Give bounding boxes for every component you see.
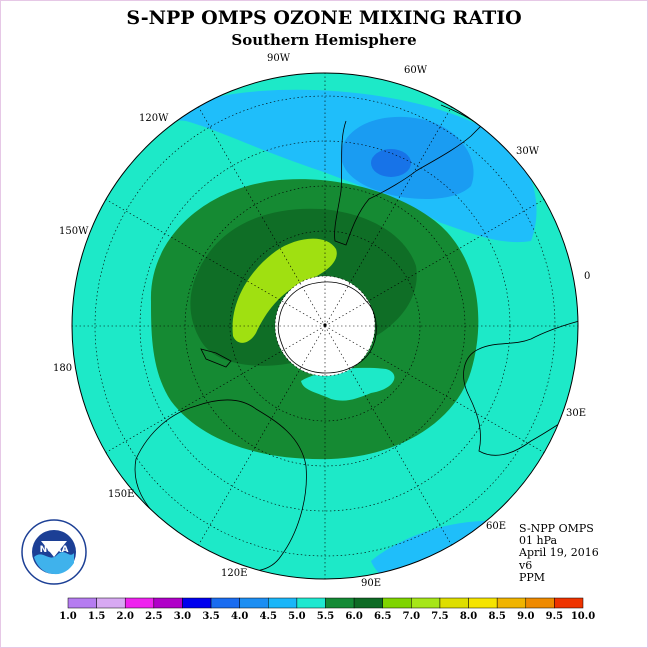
info-version: v6	[519, 558, 533, 572]
lon-label: 30E	[566, 408, 586, 419]
lon-label: 90W	[267, 53, 291, 64]
south-america-coast	[334, 104, 482, 246]
lon-label: 150E	[108, 489, 134, 500]
globe-outline	[71, 72, 579, 580]
color-scale-box	[124, 597, 155, 609]
color-scale-box	[325, 597, 355, 609]
info-units: PPM	[519, 570, 546, 584]
color-scale-tick-label: 1.0	[59, 611, 76, 622]
africa-coast	[463, 320, 578, 456]
color-scale-box	[554, 597, 584, 609]
lon-label: 120E	[221, 568, 247, 579]
color-scale-box	[353, 597, 383, 609]
field-6-0-to-6-5	[232, 238, 337, 343]
color-scale-box	[382, 597, 412, 609]
info-block: S-NPP OMPS 01 hPa April 19, 2016 v6 PPM	[519, 522, 599, 584]
antarctica-coast	[277, 281, 377, 374]
color-scale-box	[439, 597, 469, 609]
color-scale-box	[268, 597, 298, 609]
color-scale-tick-label: 6.5	[374, 611, 391, 622]
lon-label: 0	[584, 271, 590, 282]
color-scale-tick-label: 1.5	[88, 611, 105, 622]
color-scale-tick-label: 2.0	[117, 611, 134, 622]
field-notch	[301, 367, 395, 401]
color-scale-tick-label: 8.0	[460, 611, 477, 622]
lon-label: 120W	[139, 113, 169, 124]
color-scale-tick-label: 3.5	[202, 611, 219, 622]
info-instrument: S-NPP OMPS	[519, 522, 594, 535]
color-scale-tick-label: 2.5	[145, 611, 162, 622]
color-scale-tick-label: 4.0	[231, 611, 248, 622]
lon-label: 180	[53, 363, 72, 374]
color-scale-tick-label: 6.0	[345, 611, 362, 622]
color-scale-box	[525, 597, 555, 609]
color-scale-tick-label: 9.0	[517, 611, 534, 622]
color-scale-box	[496, 597, 527, 609]
lon-label: 90E	[361, 578, 381, 589]
color-scale-tick-label: 4.5	[260, 611, 277, 622]
color-scale-box	[210, 597, 240, 609]
color-scale-tick-label: 7.0	[403, 611, 420, 622]
color-scale-ticks: 1.0 1.5 2.0 2.5 3.0 3.5 4.0 4.5 5.0 5.5 6.0 6.5 7.0 7…	[59, 611, 595, 622]
color-scale-boxes	[67, 597, 584, 609]
color-scale-box	[296, 597, 326, 609]
color-scale-box	[153, 597, 183, 609]
info-date: April 19, 2016	[519, 546, 599, 560]
noaa-logo-text: NOAA	[40, 545, 69, 555]
color-scale-box	[182, 597, 212, 609]
longitude-labels: 90W 60W 30W 0 30E 60E 90E 120E 150E 180 …	[53, 53, 590, 589]
new-zealand-coast	[200, 348, 232, 368]
color-scale-box	[468, 597, 498, 609]
info-level: 01 hPa	[519, 534, 558, 548]
noaa-logo-icon: NOAA	[21, 519, 87, 585]
color-scale-box	[96, 597, 126, 609]
figure-title: S-NPP OMPS OZONE MIXING RATIO	[126, 7, 522, 29]
south-pole-marker	[323, 323, 327, 327]
color-scale-tick-label: 9.5	[546, 611, 563, 622]
field-3-0-to-3-5	[371, 149, 411, 177]
color-scale-tick-label: 3.0	[174, 611, 191, 622]
lon-label: 30W	[516, 146, 540, 157]
graticule	[72, 73, 578, 579]
color-scale-box	[239, 597, 269, 609]
color-scale-box	[411, 597, 441, 609]
color-scale-box	[67, 597, 97, 609]
lon-label: 150W	[59, 226, 89, 237]
color-scale-tick-label: 8.5	[488, 611, 505, 622]
color-scale-tick-label: 5.5	[317, 611, 334, 622]
lon-label: 60E	[486, 521, 506, 532]
color-scale-tick-label: 7.5	[431, 611, 448, 622]
lon-label: 60W	[404, 65, 428, 76]
color-scale-tick-label: 10.0	[571, 611, 595, 622]
figure-subtitle: Southern Hemisphere	[231, 31, 417, 49]
color-scale-tick-label: 5.0	[288, 611, 305, 622]
